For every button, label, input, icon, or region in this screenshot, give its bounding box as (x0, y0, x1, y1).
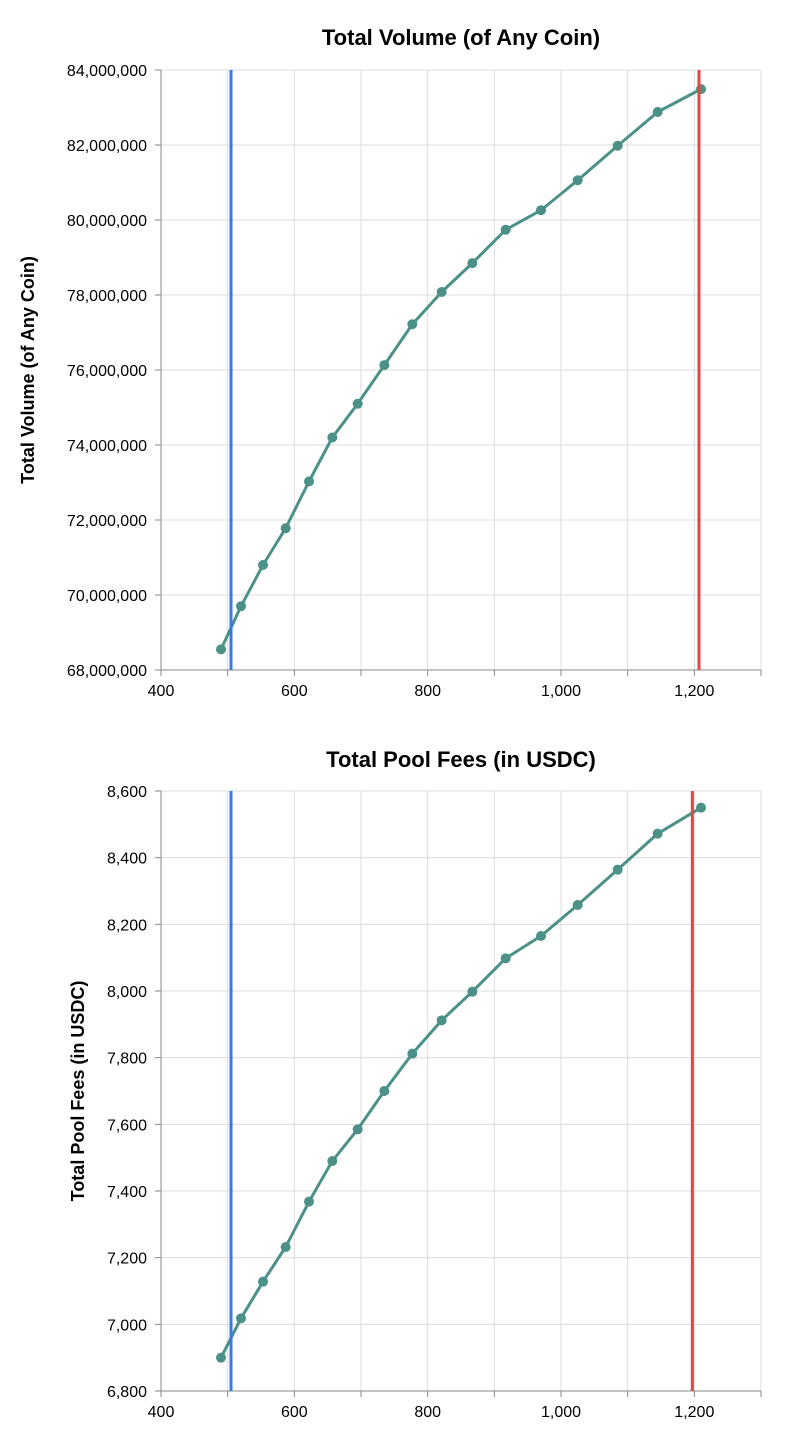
y-tick-label: 7,200 (107, 1251, 147, 1268)
y-tick-label: 7,800 (107, 1051, 147, 1068)
x-tick-label: 800 (414, 1404, 441, 1421)
data-point (500, 224, 511, 235)
data-point (304, 1196, 314, 1207)
y-tick-label: 70,000,000 (67, 588, 147, 605)
chart-panel-2: 400 600 800 1,000 1,200 6,800 7,000 7,200 7,400 7… (68, 747, 762, 1421)
y-tick-label: 8,400 (107, 851, 147, 868)
data-point (304, 476, 314, 487)
y-tick-label: 8,600 (107, 784, 147, 801)
chart-title: Total Pool Fees (in USDC) (326, 747, 596, 772)
y-tick-label: 84,000,000 (67, 63, 147, 80)
y-tick-label: 7,400 (107, 1184, 147, 1201)
y-tick-label: 74,000,000 (67, 438, 147, 455)
y-tick-label: 76,000,000 (67, 363, 147, 380)
data-point (258, 1276, 268, 1287)
y-tick-label: 7,600 (107, 1117, 147, 1134)
y-tick-label: 6,800 (107, 1384, 147, 1401)
data-point (236, 1313, 246, 1324)
data-point (436, 1015, 447, 1026)
data-point (352, 1124, 363, 1135)
y-tick-label: 68,000,000 (67, 663, 147, 680)
data-point (407, 1048, 418, 1059)
data-point (536, 931, 546, 941)
y-tick-label: 72,000,000 (67, 513, 147, 530)
data-point (280, 523, 291, 534)
data-point (572, 900, 583, 910)
y-tick-label: 78,000,000 (67, 288, 147, 305)
data-point (572, 175, 583, 186)
data-point (236, 601, 246, 612)
data-point (612, 140, 623, 151)
data-point (467, 986, 478, 997)
data-point (327, 1156, 338, 1166)
data-point (216, 1352, 226, 1363)
data-point (696, 802, 706, 813)
data-point (652, 107, 663, 117)
data-point (536, 205, 546, 216)
y-axis-label: Total Pool Fees (in USDC) (68, 981, 88, 1202)
x-tick-label: 1,200 (674, 1404, 714, 1421)
data-point (216, 644, 226, 655)
y-tick-label: 8,200 (107, 917, 147, 934)
x-tick-label: 800 (414, 683, 441, 700)
x-tick-label: 400 (148, 1404, 175, 1421)
chart-title: Total Volume (of Any Coin) (322, 25, 600, 50)
data-point (407, 319, 418, 330)
series-line (219, 806, 703, 1360)
x-tick-label: 600 (281, 683, 308, 700)
data-point (280, 1242, 291, 1252)
data-point (612, 864, 623, 875)
data-point (327, 432, 338, 443)
y-tick-label: 80,000,000 (67, 213, 147, 230)
x-tick-label: 1,000 (541, 1404, 581, 1421)
y-tick-label: 82,000,000 (67, 138, 147, 155)
data-point (436, 287, 447, 297)
y-tick-label: 8,000 (107, 984, 147, 1001)
data-point (379, 1086, 390, 1096)
x-tick-label: 1,200 (674, 683, 714, 700)
chart-panel-1: 400 600 800 1,000 1,200 68,000,000 70,000,000 7… (18, 25, 762, 700)
x-tick-label: 1,000 (541, 683, 581, 700)
y-tick-label: 7,000 (107, 1317, 147, 1334)
y-axis-label: Total Volume (of Any Coin) (18, 256, 38, 484)
x-tick-label: 400 (148, 683, 175, 700)
data-point (379, 360, 390, 371)
x-tick-label: 600 (281, 1404, 308, 1421)
data-point (352, 398, 363, 409)
series-line (219, 87, 703, 651)
data-point (258, 560, 268, 570)
data-point (500, 953, 511, 964)
data-point (652, 828, 663, 839)
data-point (467, 258, 478, 269)
